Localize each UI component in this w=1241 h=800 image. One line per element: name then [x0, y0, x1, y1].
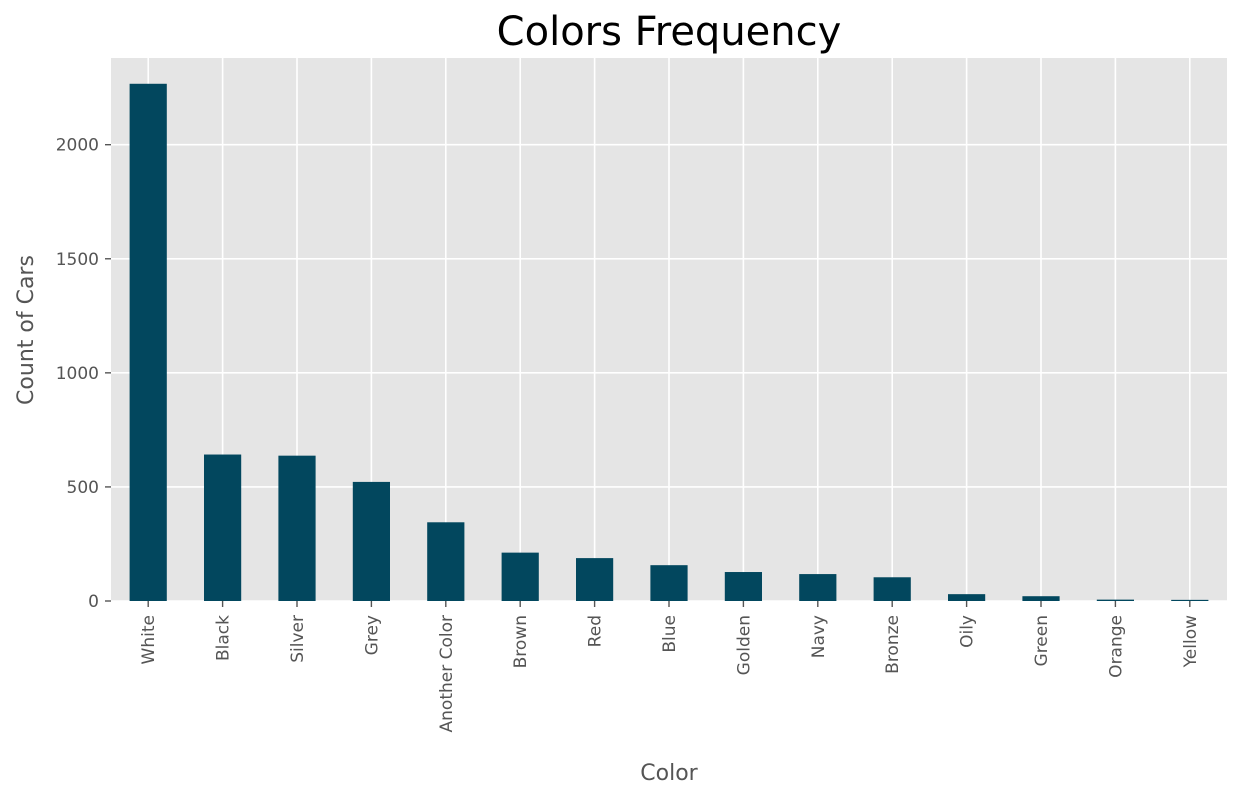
bar-black — [204, 454, 242, 601]
x-tick-label: Silver — [288, 615, 308, 663]
bar-silver — [278, 455, 316, 601]
bar-bronze — [873, 577, 911, 601]
bars — [129, 83, 1209, 602]
bar-blue — [650, 565, 688, 601]
y-tick-label: 500 — [67, 478, 99, 498]
bar-oily — [948, 594, 986, 601]
x-tick-label: White — [139, 615, 159, 664]
bar-golden — [724, 572, 762, 601]
y-tick-label: 1000 — [56, 364, 99, 384]
y-tick-label: 1500 — [56, 250, 99, 270]
bar-red — [576, 558, 614, 601]
x-tick-label: Blue — [660, 615, 680, 653]
bar-navy — [799, 574, 837, 601]
x-tick-label: Orange — [1106, 615, 1126, 678]
chart-title: Colors Frequency — [497, 9, 842, 55]
x-tick-label: Yellow — [1181, 615, 1201, 668]
y-axis-label: Count of Cars — [14, 255, 39, 405]
x-tick-label: Oily — [958, 615, 978, 648]
x-tick-label: Black — [214, 615, 234, 661]
x-tick-label: Golden — [734, 615, 754, 675]
x-tick-label: Another Color — [437, 615, 457, 732]
x-tick-label: Navy — [809, 615, 829, 658]
bar-grey — [352, 481, 390, 601]
bar-white — [129, 83, 167, 602]
bar-green — [1022, 596, 1060, 601]
x-tick-label: Bronze — [883, 615, 903, 674]
grid-lines — [111, 58, 1227, 602]
bar-brown — [501, 552, 539, 601]
y-tick-label: 2000 — [56, 136, 99, 156]
bar-another-color — [427, 522, 465, 601]
bar-yellow — [1171, 599, 1209, 601]
bar-orange — [1096, 599, 1134, 601]
x-axis-label: Color — [640, 761, 698, 786]
x-tick-label: Red — [586, 615, 606, 647]
x-tick-label: Grey — [362, 615, 382, 655]
y-tick-label: 0 — [88, 592, 99, 612]
x-tick-label: Brown — [511, 615, 531, 668]
x-axis-ticks: White Black Silver Grey Another Color Brown Re… — [139, 601, 1201, 732]
x-tick-label: Green — [1032, 615, 1052, 666]
y-axis-ticks: 0 500 1000 1500 2000 — [56, 136, 111, 612]
